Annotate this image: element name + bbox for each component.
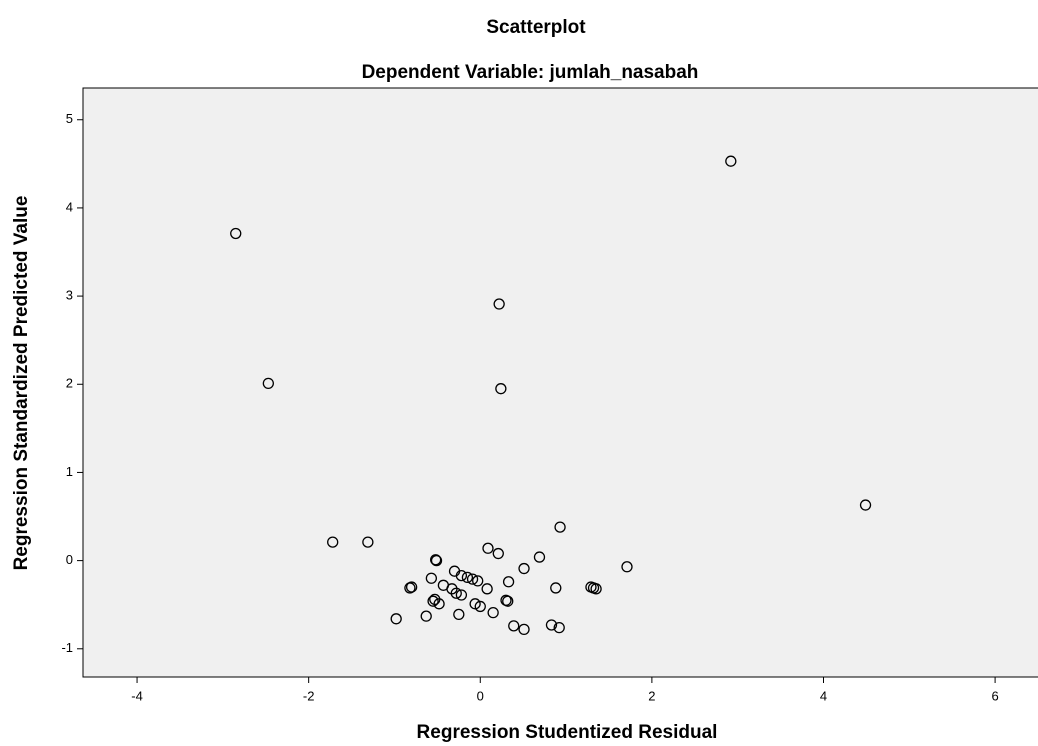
x-tick-label: 0 — [477, 688, 484, 703]
y-tick-label: 3 — [66, 288, 73, 303]
y-tick-label: 2 — [66, 376, 73, 391]
x-tick-label: -4 — [131, 688, 143, 703]
y-tick-label: 4 — [66, 199, 73, 214]
x-tick-label: 4 — [820, 688, 827, 703]
y-tick-label: -1 — [61, 640, 73, 655]
y-tick-label: 0 — [66, 552, 73, 567]
chart: Scatterplot Dependent Variable: jumlah_n… — [0, 0, 1038, 746]
y-axis-title: Regression Standardized Predicted Value — [11, 196, 32, 571]
x-axis-title: Regression Studentized Residual — [417, 722, 718, 743]
y-tick-label: 5 — [66, 111, 73, 126]
x-tick-label: 2 — [648, 688, 655, 703]
y-tick-label: 1 — [66, 464, 73, 479]
x-tick-label: -2 — [303, 688, 315, 703]
x-tick-label: 6 — [991, 688, 998, 703]
chart-subtitle: Dependent Variable: jumlah_nasabah — [362, 62, 699, 83]
chart-title: Scatterplot — [486, 17, 586, 38]
